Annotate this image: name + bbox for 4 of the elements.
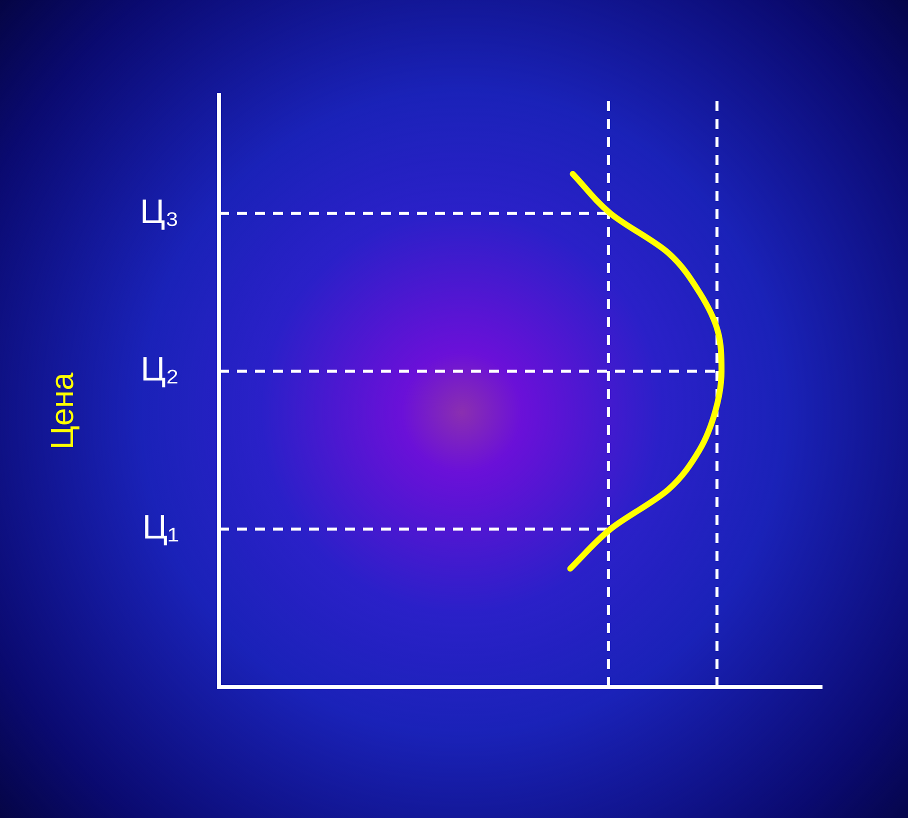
y-tick-label: Ц₁ — [142, 508, 179, 547]
y-tick-label: Ц₂ — [140, 350, 179, 389]
y-tick-label: Ц₃ — [140, 192, 179, 231]
y-axis-title: Цена — [44, 372, 80, 450]
